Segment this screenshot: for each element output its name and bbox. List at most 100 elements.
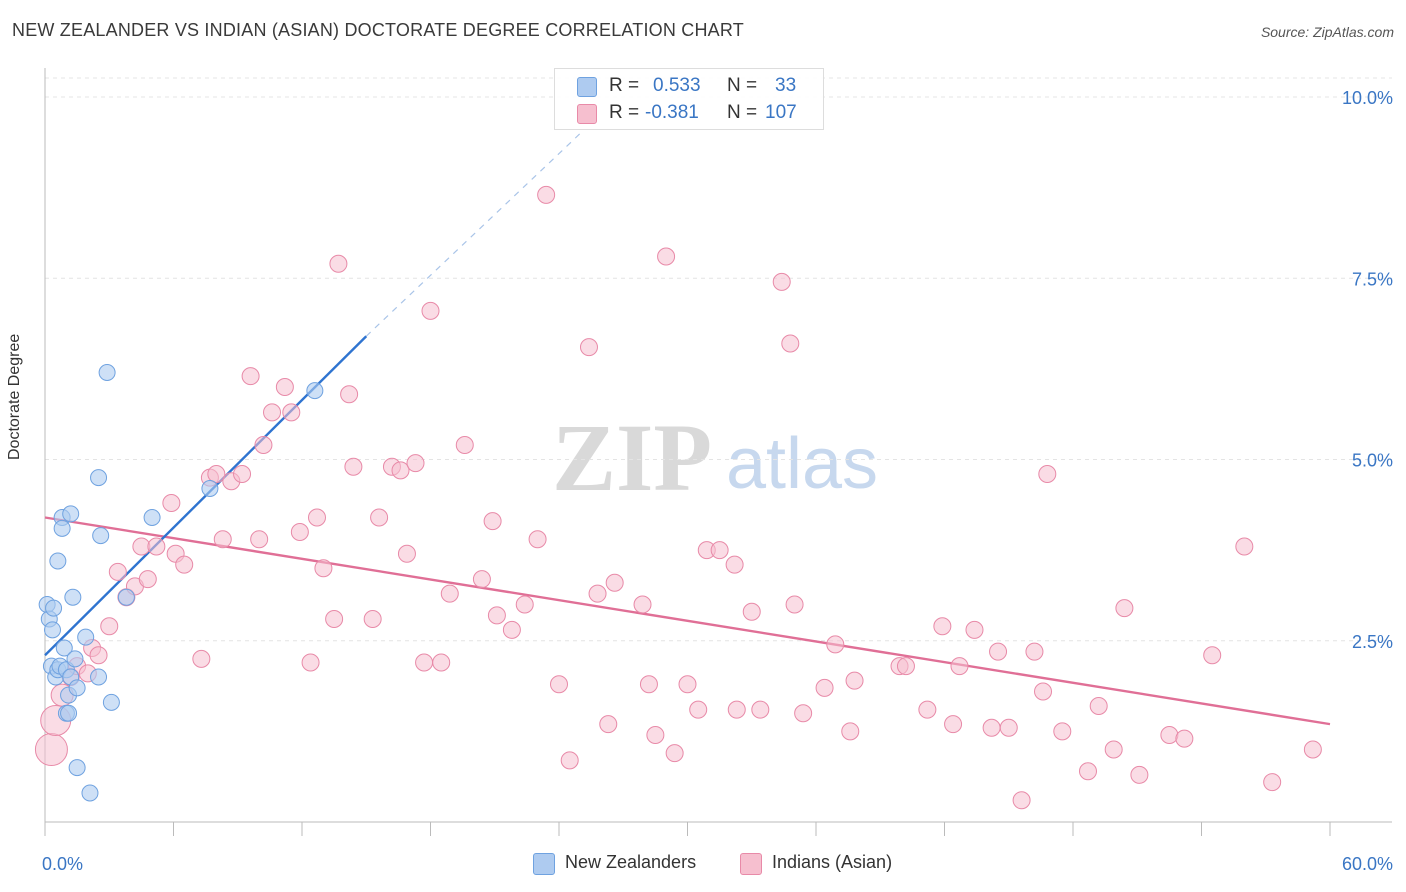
- point-new-zealanders: [64, 588, 82, 606]
- point-indians-asian: [1104, 740, 1123, 759]
- point-indians-asian: [1175, 729, 1194, 748]
- point-indians-asian: [918, 700, 937, 719]
- point-indians-asian: [989, 642, 1008, 661]
- point-indians-asian: [815, 678, 834, 697]
- point-indians-asian: [370, 508, 389, 527]
- point-indians-asian: [785, 595, 804, 614]
- point-indians-asian: [1303, 740, 1322, 759]
- point-indians-asian: [325, 610, 344, 628]
- point-indians-asian: [965, 620, 984, 639]
- point-indians-asian: [1025, 642, 1044, 661]
- point-indians-asian: [254, 436, 273, 454]
- point-indians-asian: [263, 403, 282, 422]
- point-indians-asian: [329, 254, 348, 273]
- point-indians-asian: [233, 465, 252, 483]
- point-indians-asian: [340, 385, 359, 404]
- point-indians-asian: [826, 635, 845, 654]
- point-indians-asian: [1263, 773, 1282, 792]
- point-indians-asian: [528, 530, 547, 549]
- y-tick-label: 10.0%: [1342, 88, 1393, 108]
- point-new-zealanders: [90, 469, 108, 487]
- point-indians-asian: [307, 508, 326, 527]
- point-indians-asian: [689, 700, 708, 719]
- point-indians-asian: [162, 494, 181, 512]
- stats-legend: R = 0.533 N = 33 R = -0.381 N = 107: [554, 68, 824, 130]
- point-indians-asian: [275, 378, 294, 396]
- point-indians-asian: [314, 559, 333, 578]
- point-indians-asian: [1130, 765, 1149, 784]
- point-indians-asian: [440, 584, 459, 603]
- point-indians-asian: [933, 617, 952, 636]
- point-indians-asian: [560, 751, 579, 770]
- point-indians-asian: [1115, 599, 1134, 618]
- point-indians-asian: [727, 700, 746, 719]
- point-indians-asian: [751, 700, 770, 719]
- point-indians-asian: [391, 461, 410, 480]
- point-new-zealanders: [92, 527, 110, 545]
- r-value: 0.533: [653, 75, 701, 96]
- point-new-zealanders: [81, 784, 99, 802]
- point-new-zealanders: [49, 552, 67, 570]
- n-value: 107: [765, 102, 797, 123]
- y-tick-label: 2.5%: [1352, 632, 1393, 652]
- point-new-zealanders: [55, 639, 73, 657]
- point-indians-asian: [282, 403, 301, 422]
- legend-item-indians-asian: Indians (Asian): [740, 850, 940, 878]
- point-indians-asian: [241, 367, 260, 386]
- point-new-zealanders: [98, 364, 116, 381]
- point-indians-asian: [646, 726, 665, 744]
- point-indians-asian: [108, 562, 127, 581]
- point-indians-asian: [599, 715, 618, 734]
- r-value: -0.381: [645, 102, 699, 123]
- point-indians-asian: [34, 733, 68, 766]
- point-indians-asian: [472, 570, 491, 589]
- point-new-zealanders: [143, 509, 161, 526]
- axes: [44, 68, 1392, 836]
- point-indians-asian: [89, 646, 108, 665]
- source-label: Source: ZipAtlas.com: [1260, 24, 1394, 40]
- point-new-zealanders: [68, 759, 86, 777]
- n-value: 33: [775, 75, 797, 96]
- point-indians-asian: [896, 657, 915, 676]
- watermark-zip: ZIP: [552, 404, 712, 511]
- watermark-atlas: atlas: [726, 424, 878, 504]
- point-indians-asian: [138, 570, 157, 589]
- legend-swatch-pink: [577, 104, 597, 124]
- legend-label: Indians (Asian): [772, 852, 893, 872]
- legend-swatch-pink: [740, 853, 762, 875]
- point-indians-asian: [841, 722, 860, 741]
- point-indians-asian: [1034, 682, 1053, 701]
- point-indians-asian: [250, 530, 269, 549]
- point-indians-asian: [406, 454, 425, 473]
- point-indians-asian: [132, 537, 151, 556]
- point-indians-asian: [772, 272, 791, 291]
- point-indians-asian: [1038, 465, 1057, 483]
- legend-label: New Zealanders: [565, 852, 697, 872]
- point-indians-asian: [421, 301, 440, 320]
- point-indians-asian: [1089, 697, 1108, 715]
- point-indians-asian: [742, 602, 761, 621]
- point-indians-asian: [725, 555, 744, 574]
- chart-title: NEW ZEALANDER VS INDIAN (ASIAN) DOCTORAT…: [12, 20, 744, 40]
- point-indians-asian: [1078, 762, 1097, 781]
- r-label: R =: [609, 102, 640, 123]
- point-indians-asian: [100, 617, 119, 636]
- point-new-zealanders: [62, 505, 80, 523]
- point-indians-asian: [982, 718, 1001, 737]
- point-indians-asian: [639, 675, 658, 694]
- point-new-zealanders: [102, 693, 120, 711]
- point-indians-asian: [192, 649, 211, 668]
- point-indians-asian: [483, 512, 502, 531]
- trend-line-indians-asian: [44, 516, 1331, 726]
- point-indians-asian: [794, 704, 813, 723]
- point-indians-asian: [1012, 791, 1031, 810]
- point-new-zealanders: [77, 628, 95, 646]
- point-indians-asian: [147, 537, 166, 556]
- point-indians-asian: [579, 338, 598, 357]
- point-indians-asian: [515, 595, 534, 614]
- point-indians-asian: [633, 595, 652, 614]
- x-tick-label: 60.0%: [1342, 854, 1393, 874]
- point-indians-asian: [657, 247, 676, 266]
- point-indians-asian: [415, 653, 434, 672]
